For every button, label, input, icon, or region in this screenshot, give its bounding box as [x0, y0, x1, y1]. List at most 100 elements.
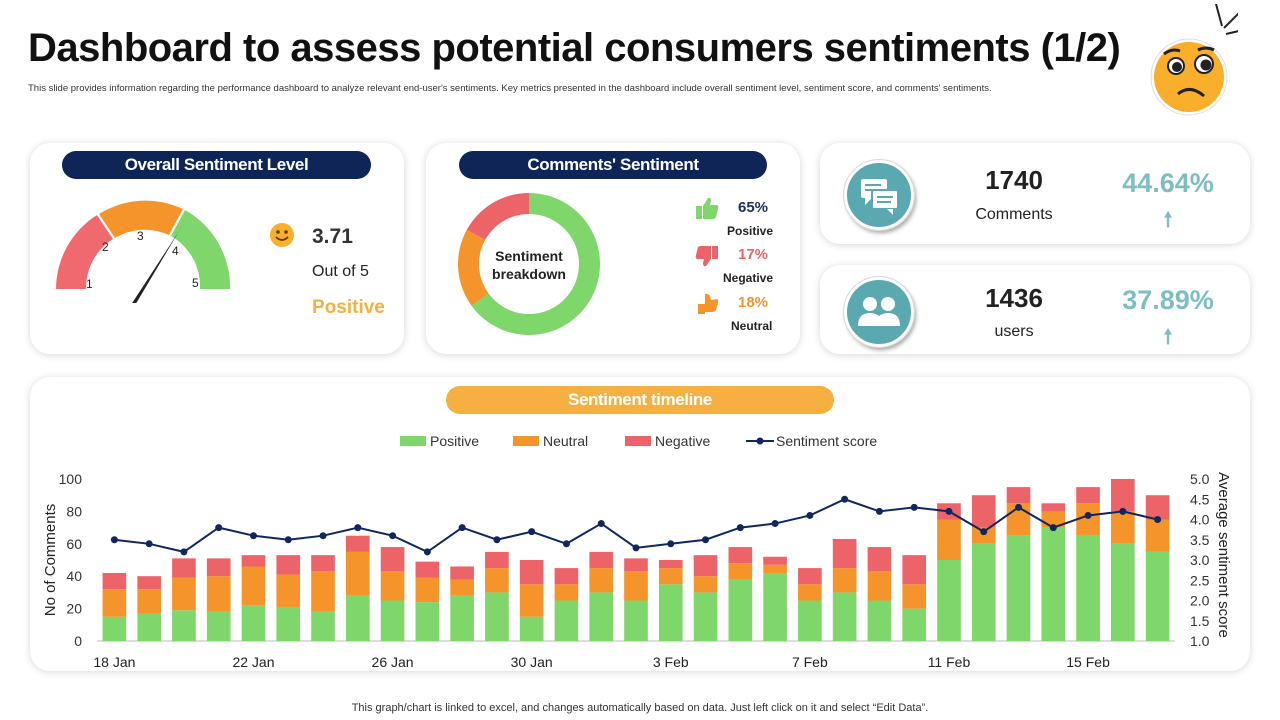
y2-tick-label: 2.5: [1190, 572, 1210, 588]
bar-neutral: [693, 576, 718, 593]
bar-negative: [450, 566, 474, 580]
x-tick-label: 3 Feb: [653, 654, 689, 670]
bar-negative: [902, 555, 927, 585]
bar-neutral: [728, 563, 753, 580]
thumbs-down-icon: [694, 243, 720, 274]
sentiment-timeline-header: Sentiment timeline: [446, 386, 834, 414]
gauge-tick-label: 1: [86, 277, 93, 291]
bar-positive: [1076, 535, 1100, 641]
sentiment-donut-chart: [458, 193, 600, 335]
bar-positive: [937, 560, 961, 641]
sentiment-status: Positive: [312, 297, 385, 318]
bar-neutral: [206, 576, 231, 612]
bar-negative: [137, 576, 161, 590]
y2-tick-label: 4.0: [1190, 512, 1210, 528]
chat-icon: [843, 159, 915, 231]
bar-negative: [624, 558, 648, 572]
page-title: Dashboard to assess potential consumers …: [28, 26, 1121, 70]
x-tick-label: 30 Jan: [511, 654, 553, 670]
donut-slice-neutral: [458, 229, 489, 306]
bar-negative: [1006, 487, 1031, 504]
sentiment-score-point: [562, 540, 570, 548]
bar-negative: [1076, 487, 1100, 504]
bar-negative: [345, 535, 370, 552]
bar-neutral: [867, 571, 892, 601]
x-tick-label: 18 Jan: [93, 654, 135, 670]
bar-neutral: [519, 584, 544, 617]
sentiment-score-point: [945, 507, 953, 515]
users-icon: [843, 276, 915, 348]
bar-positive: [1111, 543, 1135, 641]
bar-positive: [902, 608, 927, 641]
y2-tick-label: 4.5: [1190, 491, 1210, 507]
sentiment-score-point: [354, 524, 362, 532]
sentiment-score-point: [145, 540, 153, 548]
y2-tick-label: 1.0: [1190, 633, 1210, 649]
bar-negative: [728, 547, 753, 564]
gauge-green-segment: [171, 210, 231, 289]
comments-sentiment-card: Comments' Sentiment Sentiment breakdown …: [426, 143, 800, 354]
bar-neutral: [971, 527, 996, 544]
bar-negative: [1041, 503, 1066, 512]
bar-positive: [311, 611, 335, 641]
comments-label: Comments: [975, 206, 1053, 223]
sentiment-score-point: [875, 507, 883, 515]
comments-growth-pct: 44.64%: [1122, 168, 1214, 198]
bar-neutral: [137, 589, 161, 614]
x-tick-label: 26 Jan: [372, 654, 414, 670]
sentiment-score-line: [114, 498, 1158, 554]
bar-negative: [172, 558, 196, 578]
y-tick-label: 0: [74, 633, 82, 649]
bar-neutral: [276, 574, 301, 607]
bar-negative: [971, 495, 996, 528]
users-label: users: [994, 323, 1034, 340]
y2-tick-label: 1.5: [1190, 613, 1210, 629]
sentiment-score-point: [980, 528, 988, 536]
bar-positive: [693, 592, 718, 641]
sentiment-score-point: [667, 540, 675, 548]
comments-growth-up-arrow-icon: 🠕: [1163, 209, 1173, 231]
legend-sentiment-score-label: Sentiment score: [776, 433, 878, 449]
bar-positive: [867, 600, 892, 641]
bar-neutral: [1145, 519, 1170, 552]
bar-neutral: [763, 564, 787, 573]
x-tick-label: 22 Jan: [232, 654, 274, 670]
sentiment-score-point: [1154, 516, 1162, 523]
legend-sentiment-score: Sentiment score: [746, 433, 877, 449]
sentiment-out-of: Out of 5: [312, 263, 369, 280]
bar-negative: [1111, 479, 1135, 512]
users-growth-pct: 37.89%: [1122, 285, 1214, 315]
y2-axis-title: Average sentiment score: [1215, 472, 1232, 638]
bar-positive: [241, 605, 266, 641]
bar-positive: [763, 572, 787, 641]
bar-neutral: [589, 568, 614, 593]
sentiment-score-point: [249, 532, 257, 540]
donut-slice-negative: [466, 193, 529, 240]
sentiment-score-point: [632, 544, 640, 552]
bar-negative: [1145, 495, 1170, 520]
bar-positive: [276, 606, 301, 641]
bar-negative: [519, 560, 544, 585]
users-count: 1436: [985, 283, 1043, 313]
sentiment-score-point: [458, 524, 466, 532]
sentiment-gauge: 1 2 3 4 5: [56, 200, 231, 303]
sentiment-score-point: [423, 548, 431, 556]
sentiment-score-point: [389, 532, 397, 540]
bar-positive: [102, 616, 127, 641]
sentiment-score-value: 3.71: [312, 225, 353, 248]
bar-negative: [485, 551, 509, 569]
sentiment-score-point: [771, 520, 779, 528]
page-subtitle: This slide provides information regardin…: [28, 83, 992, 94]
bar-negative: [311, 555, 335, 572]
bar-positive: [1145, 551, 1170, 641]
bar-positive: [971, 543, 996, 641]
sentiment-score-point: [1049, 524, 1057, 532]
gauge-tick-label: 5: [192, 276, 199, 290]
bar-positive: [1041, 527, 1066, 641]
bar-negative: [832, 538, 857, 569]
sentiment-score-point: [110, 536, 118, 544]
positive-label: Positive: [727, 224, 774, 238]
bar-neutral: [380, 571, 405, 601]
bar-positive: [728, 579, 753, 641]
